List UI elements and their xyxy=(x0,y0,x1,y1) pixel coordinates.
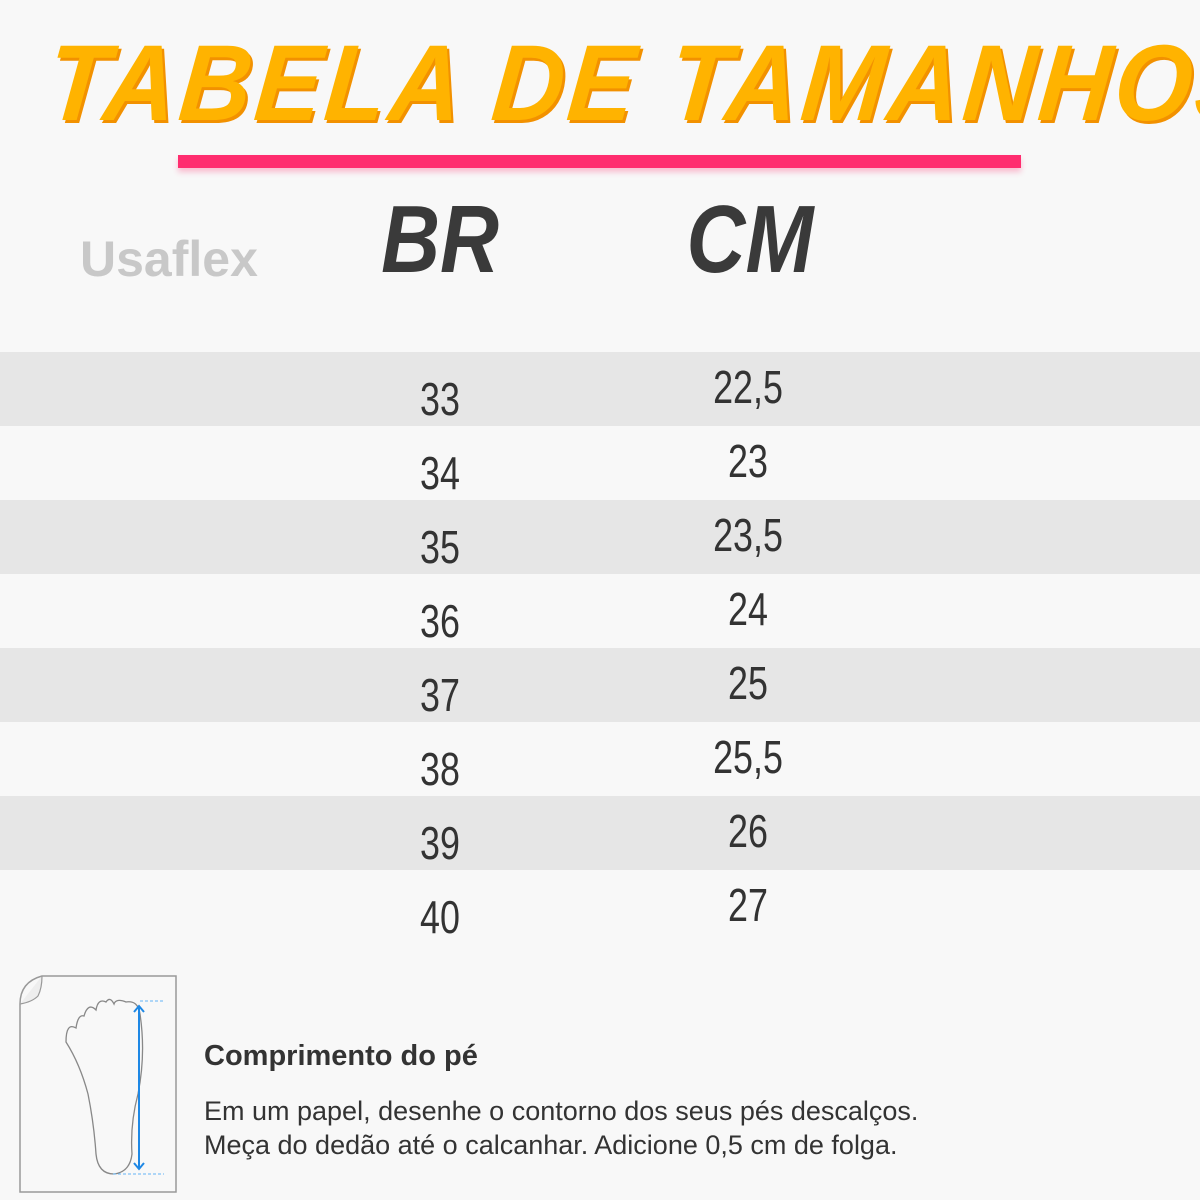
cm-length: 23,5 xyxy=(713,509,783,561)
cm-length: 27 xyxy=(728,879,768,931)
br-size: 40 xyxy=(420,891,460,943)
br-size: 36 xyxy=(420,595,460,647)
table-row: 33 22,5 xyxy=(0,352,1200,426)
table-row: 37 25 xyxy=(0,648,1200,722)
cm-length: 23 xyxy=(728,435,768,487)
cm-length: 26 xyxy=(728,805,768,857)
br-size: 38 xyxy=(420,743,460,795)
br-size: 34 xyxy=(420,447,460,499)
table-row: 36 24 xyxy=(0,574,1200,648)
info-line-2: Meça do dedão até o calcanhar. Adicione … xyxy=(204,1130,898,1160)
br-size: 35 xyxy=(420,521,460,573)
foot-measure-icon xyxy=(19,975,177,1193)
cm-length: 24 xyxy=(728,583,768,635)
cm-length: 25 xyxy=(728,657,768,709)
info-title: Comprimento do pé xyxy=(204,1040,478,1072)
cm-length: 25,5 xyxy=(713,731,783,783)
br-size: 39 xyxy=(420,817,460,869)
header-br: BR xyxy=(381,186,499,293)
table-row: 39 26 xyxy=(0,796,1200,870)
table-row: 40 27 xyxy=(0,870,1200,944)
table-row: 38 25,5 xyxy=(0,722,1200,796)
cm-length: 22,5 xyxy=(713,361,783,413)
page-title: TABELA DE TAMANHOS xyxy=(42,22,1200,143)
header-cm: CM xyxy=(686,186,814,293)
table-row: 34 23 xyxy=(0,426,1200,500)
brand-logo: Usaflex xyxy=(80,231,258,287)
br-size: 33 xyxy=(420,373,460,425)
info-line-1: Em um papel, desenhe o contorno dos seus… xyxy=(204,1096,919,1126)
title-underline xyxy=(178,155,1021,168)
table-row: 35 23,5 xyxy=(0,500,1200,574)
br-size: 37 xyxy=(420,669,460,721)
